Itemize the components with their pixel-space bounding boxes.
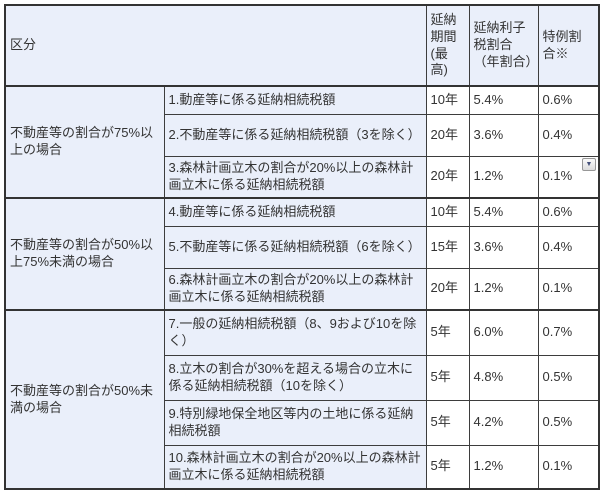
period-cell: 15年: [425, 225, 470, 269]
item-cell: 7.一般の延納相続税額（8、9および10を除く）: [163, 309, 427, 356]
special-rate-cell: 0.4%: [537, 113, 600, 157]
interest-rate-cell: 1.2%: [468, 444, 539, 490]
period-cell: 5年: [425, 309, 470, 356]
header-cell-special-rate: 特例割合※: [537, 4, 600, 87]
period-cell: 5年: [425, 399, 470, 446]
table-row: 8.立木の割合が30%を超える場合の立木に係る延納相続税額（10を除く） 5年 …: [5, 354, 600, 401]
table-row: 5.不動産等に係る延納相続税額（6を除く） 15年 3.6% 0.4%: [5, 225, 600, 269]
special-rate-cell: 0.5%: [537, 354, 600, 401]
special-rate-cell: 0.6%: [537, 197, 600, 227]
special-rate-cell: 0.4%: [537, 225, 600, 269]
period-cell: 10年: [425, 197, 470, 227]
interest-rate-cell: 6.0%: [468, 309, 539, 356]
item-cell: 4.動産等に係る延納相続税額: [163, 197, 427, 227]
group-label-cell: 不動産等の割合が75%以上の場合: [4, 85, 165, 199]
table-row: 9.特別緑地保全地区等内の土地に係る延納相続税額 5年 4.2% 0.5%: [5, 399, 600, 446]
dropdown-arrow-button[interactable]: ▼: [582, 157, 597, 171]
period-cell: 20年: [425, 267, 470, 311]
item-cell: 1.動産等に係る延納相続税額: [163, 85, 427, 115]
interest-rate-cell: 3.6%: [468, 225, 539, 269]
table-row: 6.森林計画立木の割合が20%以上の森林計画立木に係る延納相続税額 20年 1.…: [5, 267, 600, 311]
period-cell: 10年: [425, 85, 470, 115]
special-rate-cell: 0.6%: [537, 85, 600, 115]
item-cell: 10.森林計画立木の割合が20%以上の森林計画立木に係る延納相続税額: [163, 444, 427, 490]
group-label-cell: 不動産等の割合が50%以上75%未満の場合: [4, 197, 165, 311]
header-cell-interest-rate: 延納利子税割合（年割合）: [468, 4, 539, 87]
special-rate-cell: 0.1% ▼: [537, 155, 600, 199]
period-cell: 5年: [425, 354, 470, 401]
special-rate-cell: 0.5%: [537, 399, 600, 446]
special-rate-cell: 0.1%: [537, 267, 600, 311]
table-row: 不動産等の割合が75%以上の場合 1.動産等に係る延納相続税額 10年 5.4%…: [4, 85, 600, 199]
table-row: 2.不動産等に係る延納相続税額（3を除く） 20年 3.6% 0.4%: [5, 113, 600, 157]
period-cell: 5年: [425, 444, 470, 490]
interest-rate-cell: 1.2%: [468, 267, 539, 311]
interest-rate-cell: 4.2%: [468, 399, 539, 446]
item-cell: 2.不動産等に係る延納相続税額（3を除く）: [163, 113, 427, 157]
table-row: 不動産等の割合が50%未満の場合 7.一般の延納相続税額（8、9および10を除く…: [4, 309, 600, 490]
header-cell-category: 区分: [4, 4, 427, 87]
interest-rate-cell: 5.4%: [468, 85, 539, 115]
table-row: 3.森林計画立木の割合が20%以上の森林計画立木に係る延納相続税額 20年 1.…: [5, 155, 600, 199]
period-cell: 20年: [425, 113, 470, 157]
item-cell: 5.不動産等に係る延納相続税額（6を除く）: [163, 225, 427, 269]
item-cell: 6.森林計画立木の割合が20%以上の森林計画立木に係る延納相続税額: [163, 267, 427, 311]
interest-rate-cell: 3.6%: [468, 113, 539, 157]
table-row: 不動産等の割合が50%以上75%未満の場合 4.動産等に係る延納相続税額 10年…: [4, 197, 600, 311]
table-row: 10.森林計画立木の割合が20%以上の森林計画立木に係る延納相続税額 5年 1.…: [5, 444, 600, 490]
special-rate-cell: 0.1%: [537, 444, 600, 490]
item-cell: 9.特別緑地保全地区等内の土地に係る延納相続税額: [163, 399, 427, 446]
interest-rate-cell: 4.8%: [468, 354, 539, 401]
table-header-row: 区分 延納期間(最高) 延納利子税割合（年割合） 特例割合※: [4, 4, 600, 87]
item-cell: 8.立木の割合が30%を超える場合の立木に係る延納相続税額（10を除く）: [163, 354, 427, 401]
special-rate-cell: 0.7%: [537, 309, 600, 356]
item-cell: 3.森林計画立木の割合が20%以上の森林計画立木に係る延納相続税額: [163, 155, 427, 199]
interest-rate-cell: 5.4%: [468, 197, 539, 227]
special-rate-value: 0.1%: [542, 168, 573, 184]
period-cell: 20年: [425, 155, 470, 199]
chevron-down-icon: ▼: [585, 160, 593, 168]
group-label-cell: 不動産等の割合が50%未満の場合: [4, 309, 165, 490]
tax-deferral-rate-table: 区分 延納期間(最高) 延納利子税割合（年割合） 特例割合※ 不動産等の割合が7…: [4, 4, 601, 490]
header-cell-period: 延納期間(最高): [425, 4, 470, 87]
interest-rate-cell: 1.2%: [468, 155, 539, 199]
